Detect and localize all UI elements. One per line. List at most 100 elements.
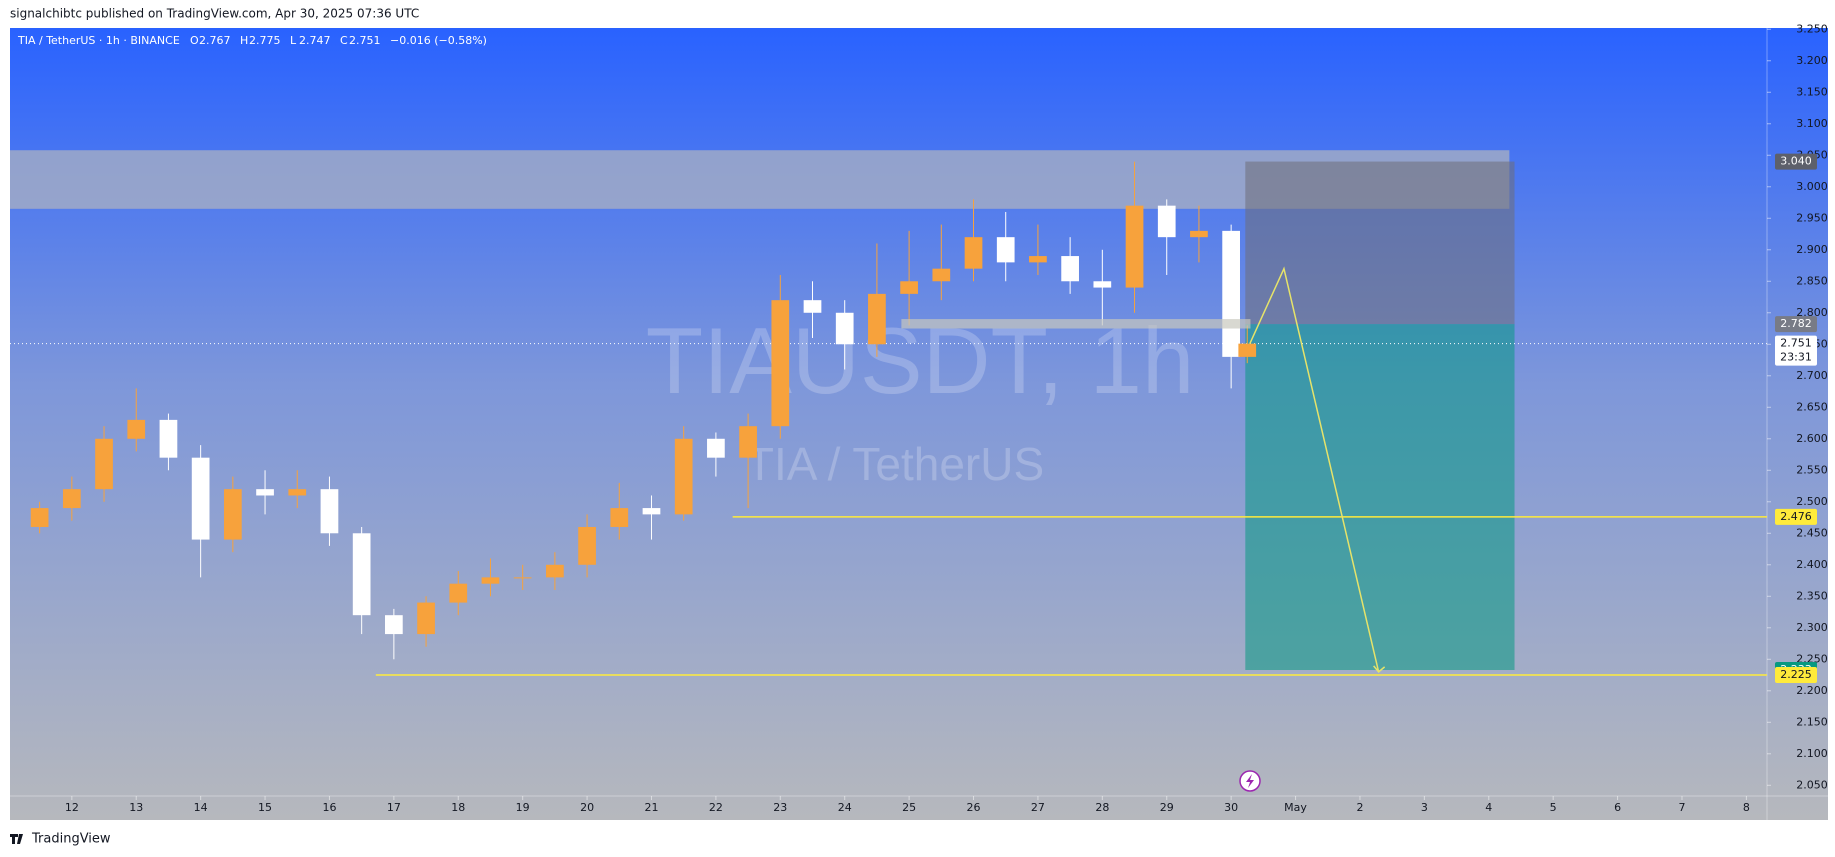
x-tick-label: 6	[1614, 801, 1621, 814]
candle-body	[62, 489, 81, 509]
x-tick-label: 3	[1421, 801, 1428, 814]
x-tick-label: 29	[1160, 801, 1174, 814]
y-tick-label: 2.700	[1796, 369, 1828, 382]
candle-body	[288, 489, 307, 496]
candle-body	[674, 438, 693, 515]
y-tick-label: 3.200	[1796, 54, 1828, 67]
price-tag-label: 2.751	[1780, 337, 1812, 350]
price-tag-label: 2.225	[1780, 668, 1812, 681]
candle-body	[481, 577, 500, 584]
arrow-head	[1373, 665, 1386, 673]
x-tick-label: 2	[1356, 801, 1363, 814]
y-tick-label: 3.250	[1796, 22, 1828, 35]
candle-body	[1222, 230, 1240, 357]
x-tick-label: 24	[838, 801, 852, 814]
x-tick-label: May	[1284, 801, 1307, 814]
y-tick-label: 2.400	[1796, 558, 1828, 571]
candle-body	[449, 583, 468, 603]
candle-body	[578, 526, 596, 565]
candle-body	[900, 281, 918, 294]
x-tick-label: 19	[516, 801, 530, 814]
candle-body	[964, 237, 983, 269]
logo-mark	[10, 834, 23, 844]
candle-body	[803, 300, 822, 313]
ohlc-value: 2.767	[199, 34, 231, 47]
x-tick-label: 14	[194, 801, 208, 814]
candle-body	[30, 508, 49, 527]
y-tick-label: 2.350	[1796, 589, 1828, 602]
footer-logo[interactable]: TradingView	[10, 832, 111, 847]
x-tick-label: 30	[1224, 801, 1238, 814]
candle-body	[95, 438, 113, 490]
y-tick-label: 2.950	[1796, 211, 1828, 224]
y-tick-label: 2.300	[1796, 621, 1828, 634]
ohlc-key: L	[290, 34, 297, 47]
watermark-subtitle: TIA / TetherUS	[746, 438, 1044, 490]
y-tick-label: 2.650	[1796, 400, 1828, 413]
y-tick-label: 2.900	[1796, 243, 1828, 256]
x-tick-label: 21	[644, 801, 658, 814]
candle-body	[385, 615, 403, 635]
x-tick-label: 26	[967, 801, 981, 814]
candle-body	[1093, 281, 1112, 288]
x-tick-label: 17	[387, 801, 401, 814]
price-tag	[1775, 316, 1817, 333]
chart-background	[10, 28, 1828, 820]
forecast-arrow	[1249, 266, 1380, 673]
price-tag-label: 2.782	[1780, 317, 1812, 330]
x-tick-label: 16	[322, 801, 336, 814]
candle-body	[1238, 343, 1257, 357]
candle-body	[642, 508, 661, 515]
y-tick-label: 3.000	[1796, 180, 1828, 193]
y-tick-label: 2.850	[1796, 274, 1828, 287]
ohlc-key: C	[340, 34, 348, 47]
candle-body	[739, 426, 757, 458]
candle-body	[996, 237, 1015, 263]
x-tick-label: 5	[1550, 801, 1557, 814]
price-tag	[1775, 335, 1817, 366]
x-tick-label: 13	[129, 801, 143, 814]
symbol: TIA / TetherUS · 1h · BINANCE	[17, 34, 180, 47]
price-tag	[1775, 153, 1817, 170]
candle-body	[1125, 205, 1144, 288]
candle-body	[159, 419, 178, 458]
publisher: signalchibtc published on TradingView.co…	[10, 7, 419, 21]
candle-body	[1029, 256, 1047, 263]
candle-body	[191, 457, 210, 540]
candle-body	[707, 438, 725, 458]
y-tick-label: 3.150	[1796, 85, 1828, 98]
candle-body	[546, 564, 564, 578]
candle-body	[610, 508, 629, 527]
y-tick-label: 2.150	[1796, 715, 1828, 728]
x-tick-label: 25	[902, 801, 916, 814]
ohlc-key: O	[190, 34, 199, 47]
x-tick-label: 23	[773, 801, 787, 814]
x-tick-label: 4	[1485, 801, 1492, 814]
target-zone	[1245, 324, 1515, 670]
y-tick-label: 2.450	[1796, 526, 1828, 539]
y-tick-label: 2.600	[1796, 432, 1828, 445]
icon-bolt	[1246, 774, 1254, 788]
ohlc-change: −0.016 (−0.58%)	[390, 34, 487, 47]
candle-body	[932, 268, 951, 282]
candle-body	[513, 577, 532, 579]
x-tick-label: 7	[1678, 801, 1685, 814]
price-tag-label: 3.040	[1780, 155, 1812, 168]
x-tick-label: 27	[1031, 801, 1045, 814]
stop-zone	[1245, 161, 1515, 325]
y-tick-label: 2.050	[1796, 778, 1828, 791]
candle-body	[417, 602, 435, 635]
candle-body	[127, 419, 146, 439]
y-tick-label: 2.800	[1796, 306, 1828, 319]
x-tick-label: 8	[1743, 801, 1750, 814]
candle-body	[320, 489, 339, 534]
footer-brand: TradingView	[31, 832, 111, 847]
candle-body	[1190, 230, 1208, 238]
lightning-icon[interactable]	[1239, 770, 1261, 792]
candle-body	[223, 489, 242, 540]
candle-body	[256, 489, 274, 496]
price-tag	[1775, 667, 1817, 684]
x-tick-label: 22	[709, 801, 723, 814]
